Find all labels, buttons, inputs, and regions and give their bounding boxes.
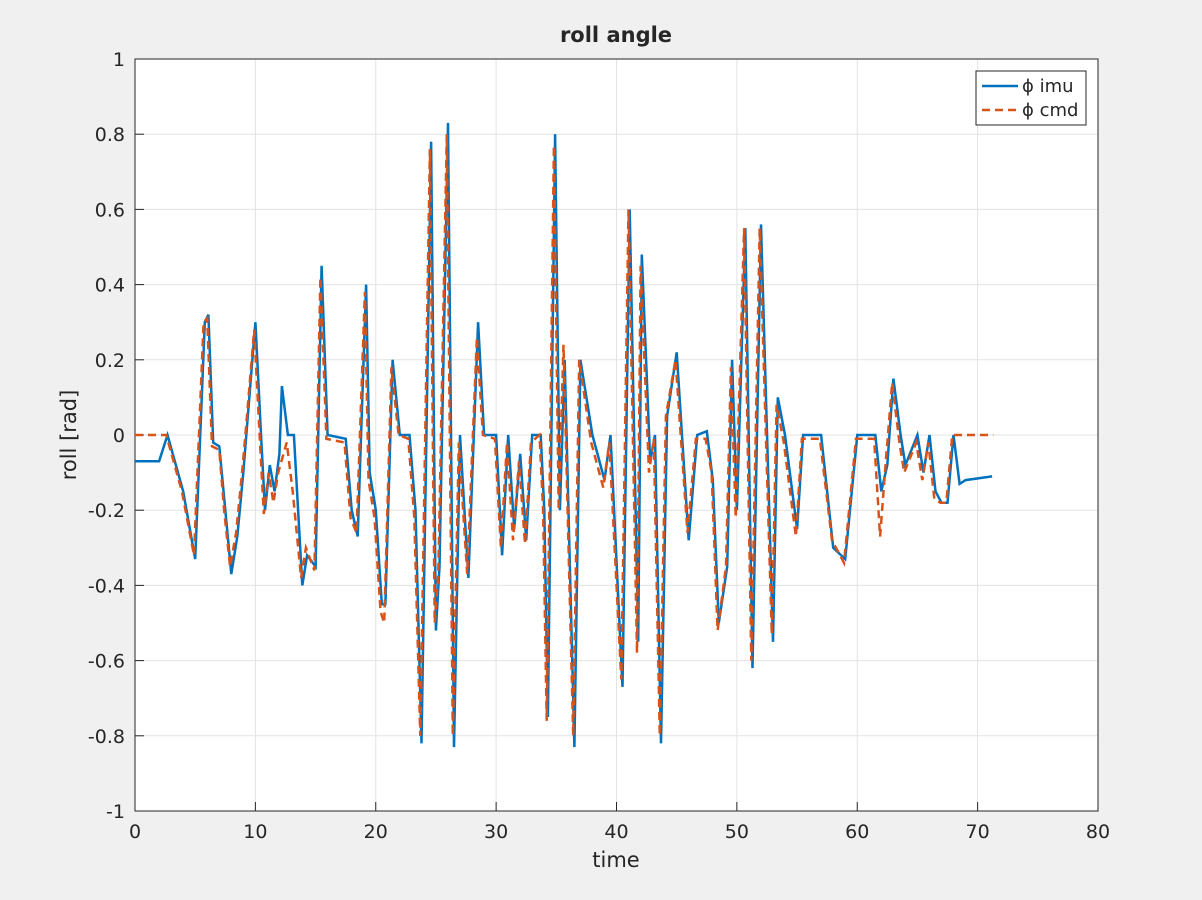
chart-title: roll angle: [560, 23, 672, 47]
y-tick-label: 0.8: [95, 124, 125, 146]
y-tick-label: -0.8: [88, 726, 125, 748]
x-tick-label: 20: [364, 821, 388, 843]
y-tick-label: -1: [106, 801, 125, 823]
x-tick-label: 40: [604, 821, 628, 843]
x-tick-label: 10: [243, 821, 267, 843]
y-tick-label: -0.2: [88, 500, 125, 522]
y-tick-label: 0.4: [95, 275, 125, 297]
y-tick-label: -0.6: [88, 651, 125, 673]
y-tick-label: -0.4: [88, 575, 125, 597]
x-tick-label: 30: [484, 821, 508, 843]
x-axis-label: time: [592, 848, 639, 872]
y-tick-label: 0.6: [95, 199, 125, 221]
x-tick-label: 0: [129, 821, 141, 843]
x-tick-label: 50: [725, 821, 749, 843]
y-tick-label: 1: [113, 49, 125, 71]
legend-label: ϕ imu: [1022, 76, 1074, 97]
x-tick-label: 60: [845, 821, 869, 843]
y-tick-label: 0: [113, 425, 125, 447]
x-tick-label: 70: [966, 821, 990, 843]
y-tick-label: 0.2: [95, 350, 125, 372]
series-line: [135, 134, 994, 736]
legend-box: [975, 70, 1087, 126]
legend-label: ϕ cmd: [1022, 100, 1078, 121]
y-axis-label: roll [rad]: [57, 390, 81, 481]
x-tick-label: 80: [1086, 821, 1110, 843]
